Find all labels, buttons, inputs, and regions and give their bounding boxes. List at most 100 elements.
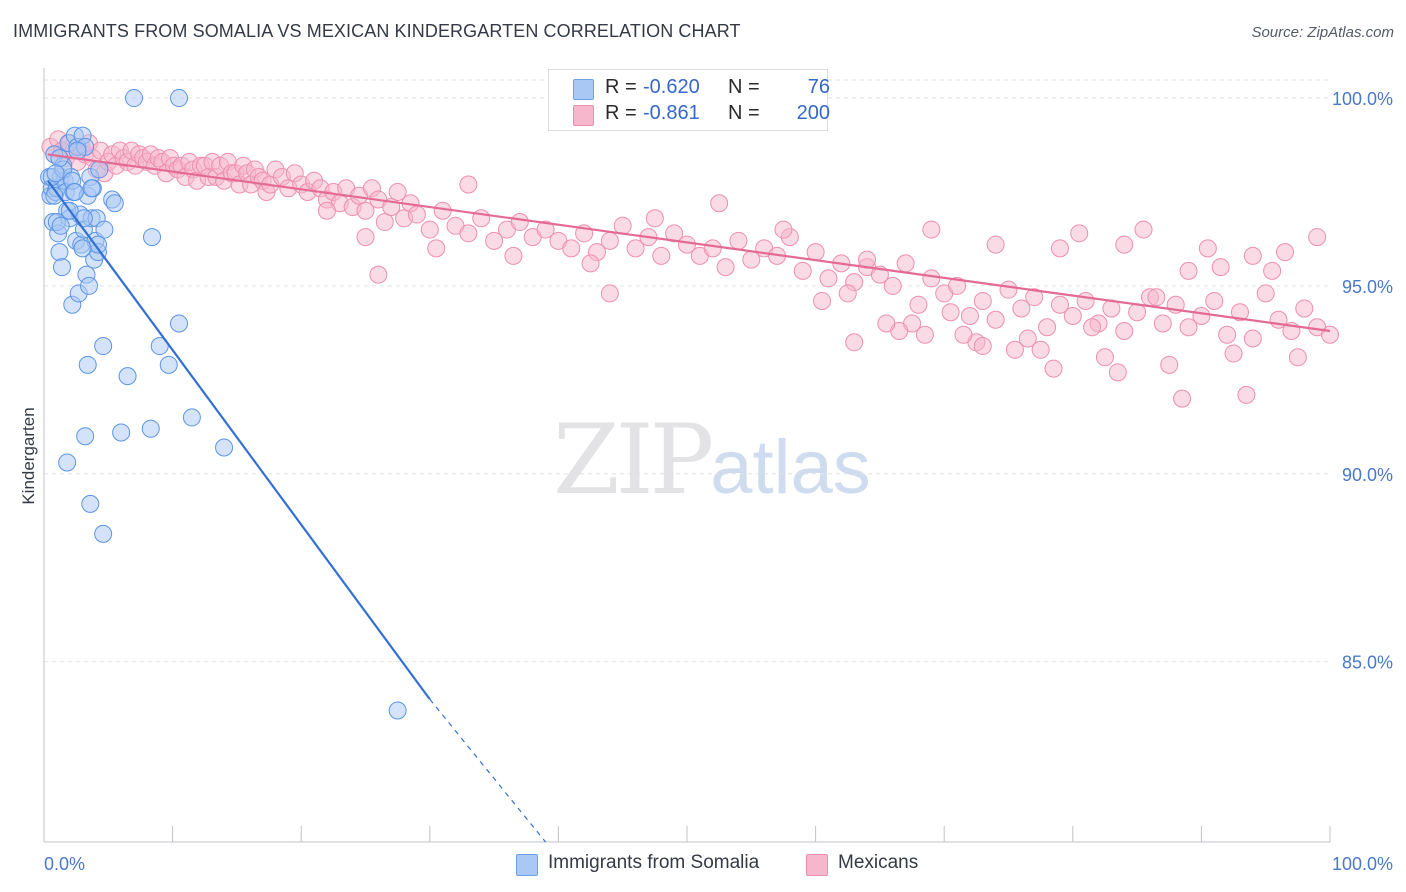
mexicans-point <box>948 276 967 295</box>
somalia-point <box>73 239 92 258</box>
mexicans-point <box>793 261 812 280</box>
somalia-point <box>118 367 137 386</box>
mexicans-point <box>1205 291 1224 310</box>
mexicans-point <box>1095 348 1114 367</box>
mexicans-point <box>922 220 941 239</box>
mexicans-point <box>960 306 979 325</box>
legend-r-label: R = <box>605 76 637 98</box>
mexicans-point <box>813 291 832 310</box>
watermark: ZIPatlas <box>553 404 871 516</box>
mexicans-point <box>369 265 388 284</box>
somalia-point <box>46 164 65 183</box>
y-tick-label: 95.0% <box>1342 277 1393 297</box>
somalia-point <box>81 494 100 513</box>
somalia-point <box>80 276 99 295</box>
source-label: Source: ZipAtlas.com <box>1251 24 1394 41</box>
mexicans-point <box>459 175 478 194</box>
mexicans-point <box>1198 239 1217 258</box>
mexicans-point <box>427 239 446 258</box>
mexicans-point <box>562 239 581 258</box>
mexicans-point <box>1179 318 1198 337</box>
somalia-point <box>94 524 113 543</box>
somalia-point <box>170 314 189 333</box>
mexicans-point <box>1115 322 1134 341</box>
somalia-point <box>78 355 97 374</box>
mexicans-point <box>600 231 619 250</box>
somalia-point <box>58 453 77 472</box>
legend-swatch-mexicans <box>573 105 594 126</box>
somalia-point <box>53 258 72 277</box>
somalia-point <box>50 149 69 168</box>
legend-swatch-mexicans <box>806 854 828 876</box>
somalia-trend-line <box>46 180 431 700</box>
somalia-point <box>143 228 162 247</box>
mexicans-trend-line <box>47 153 1331 333</box>
mexicans-point <box>407 205 426 224</box>
mexicans-point <box>703 239 722 258</box>
somalia-point <box>105 194 124 213</box>
mexicans-point <box>1063 306 1082 325</box>
mexicans-point <box>1321 325 1339 344</box>
somalia-point <box>182 408 201 427</box>
y-tick-label: 85.0% <box>1342 653 1393 673</box>
mexicans-point <box>652 246 671 265</box>
mexicans-point <box>581 254 600 273</box>
somalia-point <box>74 209 93 228</box>
mexicans-point <box>1012 299 1031 318</box>
somalia-point <box>125 89 144 108</box>
mexicans-point <box>729 231 748 250</box>
mexicans-point <box>600 284 619 303</box>
mexicans-point <box>510 213 529 232</box>
mexicans-point <box>909 295 928 314</box>
mexicans-point <box>986 310 1005 329</box>
legend-r-value: -0.620 <box>643 76 700 98</box>
somalia-trend-extension <box>429 698 547 843</box>
mexicans-point <box>1160 355 1179 374</box>
legend-swatch-somalia <box>516 854 538 876</box>
mexicans-point <box>1031 340 1050 359</box>
mexicans-point <box>388 182 407 201</box>
x-tick-label: 100.0% <box>1332 854 1393 874</box>
somalia-point <box>45 186 64 205</box>
correlation-legend: R = -0.620 N = 76 R = -0.861 N = 200 <box>548 69 830 131</box>
mexicans-point <box>1218 325 1237 344</box>
mexicans-point <box>774 220 793 239</box>
mexicans-point <box>973 337 992 356</box>
legend-label-somalia: Immigrants from Somalia <box>548 852 760 873</box>
mexicans-point <box>504 246 523 265</box>
legend-r-label: R = <box>605 102 637 124</box>
somalia-point <box>94 337 113 356</box>
legend-n-label: N = <box>728 76 760 98</box>
somalia-point <box>95 220 114 239</box>
mexicans-point <box>896 254 915 273</box>
legend-n-value: 200 <box>796 102 830 124</box>
mexicans-point <box>1224 344 1243 363</box>
mexicans-point <box>999 280 1018 299</box>
mexicans-point <box>536 220 555 239</box>
legend-swatch-somalia <box>573 79 594 100</box>
mexicans-point <box>710 194 729 213</box>
mexicans-point <box>806 243 825 262</box>
somalia-point <box>150 337 169 356</box>
legend-n-label: N = <box>728 102 760 124</box>
mexicans-point <box>1153 314 1172 333</box>
somalia-point <box>50 243 69 262</box>
mexicans-point <box>665 224 684 243</box>
mexicans-point <box>1295 299 1314 318</box>
mexicans-point <box>420 220 439 239</box>
somalia-point <box>82 179 101 198</box>
chart-title: IMMIGRANTS FROM SOMALIA VS MEXICAN KINDE… <box>13 21 741 41</box>
y-axis-title: Kindergarten <box>19 407 38 504</box>
mexicans-point <box>1050 295 1069 314</box>
mexicans-point <box>459 224 478 243</box>
mexicans-point <box>317 201 336 220</box>
somalia-points <box>40 89 407 720</box>
mexicans-point <box>1263 261 1282 280</box>
y-tick-label: 90.0% <box>1342 465 1393 485</box>
mexicans-point <box>1070 224 1089 243</box>
mexicans-point <box>1173 389 1192 408</box>
somalia-point <box>388 701 407 720</box>
mexicans-point <box>356 228 375 247</box>
mexicans-point <box>845 333 864 352</box>
